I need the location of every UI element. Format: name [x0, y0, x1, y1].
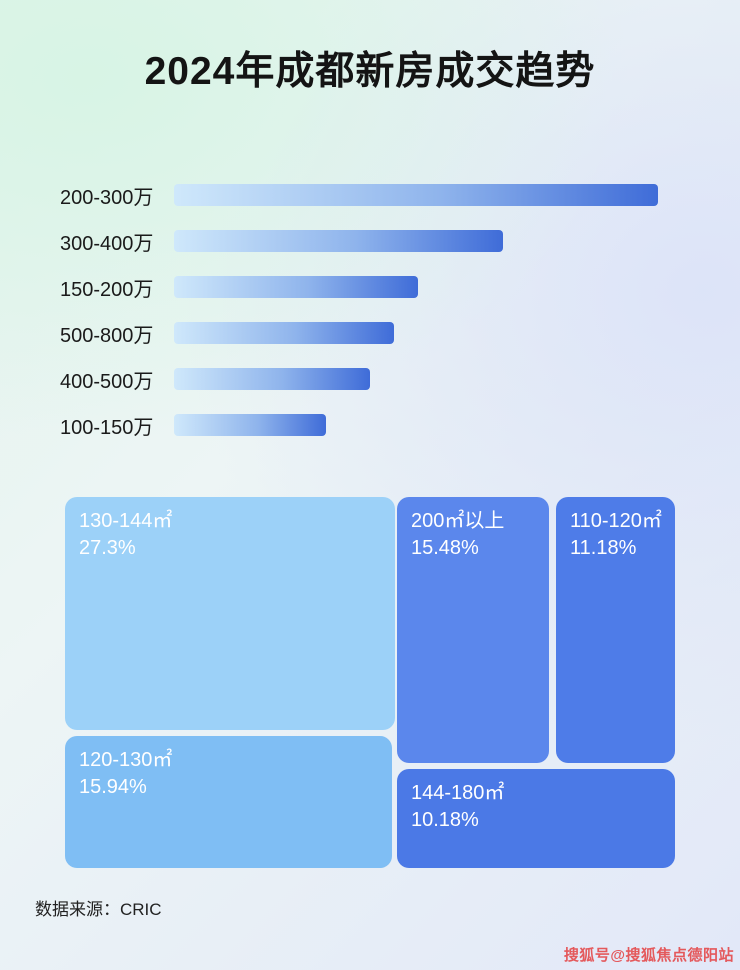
- bar-row: 300-400万: [60, 218, 680, 264]
- bar: [174, 368, 371, 390]
- treemap-cell: 110-120㎡ 11.18%: [556, 497, 675, 763]
- treemap-cell-label: 110-120㎡: [570, 510, 662, 532]
- bar: [174, 414, 327, 436]
- treemap-cell: 120-130㎡ 15.94%: [65, 736, 392, 868]
- treemap-cell-label: 120-130㎡: [79, 749, 173, 771]
- treemap-cell-value: 27.3%: [79, 537, 136, 559]
- bar-category-label: 300-400万: [60, 232, 154, 255]
- treemap-cell-value: 11.18%: [570, 537, 637, 559]
- bar: [174, 184, 658, 206]
- bar-category-label: 150-200万: [60, 278, 154, 301]
- bar-row: 200-300万: [60, 172, 680, 218]
- bar-category-label: 500-800万: [60, 324, 154, 347]
- page-title: 2024年成都新房成交趋势: [144, 50, 596, 93]
- price-band-bar-chart: 200-300万 300-400万 150-200万 500-800万 400-500万…: [60, 172, 680, 448]
- unit-area-treemap: 130-144㎡ 27.3% 120-130㎡ 15.94% 200㎡以上 15.48% 1…: [65, 497, 675, 868]
- treemap-cell: 130-144㎡ 27.3%: [65, 497, 395, 730]
- treemap-cell-value: 15.94%: [79, 776, 147, 798]
- bar-track: [174, 322, 658, 344]
- data-source-label: 数据来源：CRIC: [35, 900, 162, 919]
- bar: [174, 322, 395, 344]
- bar-category-label: 100-150万: [60, 416, 154, 439]
- bar: [174, 230, 504, 252]
- bar-row: 400-500万: [60, 356, 680, 402]
- bar-track: [174, 276, 658, 298]
- bar-row: 100-150万: [60, 402, 680, 448]
- bar-track: [174, 184, 658, 206]
- treemap-cell-label: 130-144㎡: [79, 510, 173, 532]
- bar-track: [174, 230, 658, 252]
- bar-track: [174, 368, 658, 390]
- treemap-cell-label: 144-180㎡: [411, 782, 505, 804]
- bar: [174, 276, 419, 298]
- treemap-cell: 144-180㎡ 10.18%: [397, 769, 675, 868]
- treemap-cell-label: 200㎡以上: [411, 510, 505, 532]
- bar-row: 500-800万: [60, 310, 680, 356]
- treemap-cell: 200㎡以上 15.48%: [397, 497, 549, 763]
- treemap-cell-value: 15.48%: [411, 537, 479, 559]
- bar-category-label: 400-500万: [60, 370, 154, 393]
- watermark-label: 搜狐号@搜狐焦点德阳站: [563, 947, 734, 964]
- bar-row: 150-200万: [60, 264, 680, 310]
- bar-track: [174, 414, 658, 436]
- bar-category-label: 200-300万: [60, 186, 154, 209]
- treemap-cell-value: 10.18%: [411, 809, 479, 831]
